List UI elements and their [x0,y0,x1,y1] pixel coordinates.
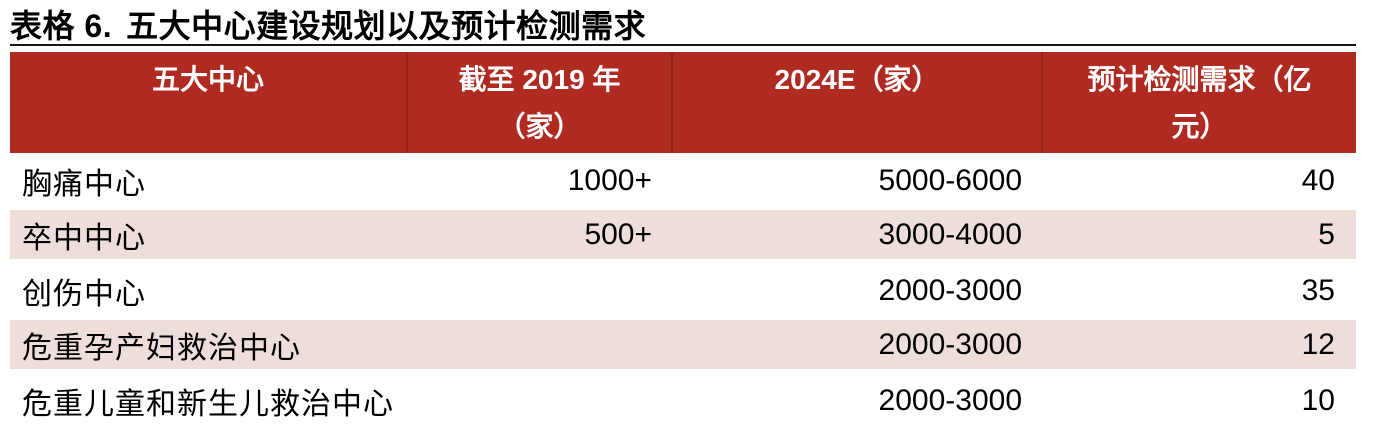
cell-count-2024e: 2000-3000 [878,383,1023,417]
cell-demand-billion: 40 [1301,163,1335,197]
header-cell-as-of-2019: 截至 2019 年 （家） [408,52,674,153]
table-row-critical-children-newborn-center: 危重儿童和新生儿救治中心 2000-3000 10 [10,373,1356,428]
header-cell-estimate-2024: 2024E（家） [673,52,1044,153]
cell-count-2019: 500+ [584,217,653,251]
header-line: 截至 2019 年 [458,64,621,95]
cell-center-name: 危重儿童和新生儿救治中心 [22,387,394,421]
cell-count-2024e: 3000-4000 [878,217,1023,251]
report-page: 表格 6. 五大中心建设规划以及预计检测需求 五大中心 截至 2019 年 （家）… [10,8,1356,421]
header-cell-center-name: 五大中心 [10,52,408,153]
table-row-trauma-center: 创伤中心 2000-3000 35 [10,263,1356,318]
five-centers-table: 五大中心 截至 2019 年 （家） 2024E（家） 预计检测需求（亿 元） … [10,52,1356,428]
cell-center-name: 危重孕产妇救治中心 [22,331,301,365]
header-line: （家） [497,111,582,142]
cell-center-name: 卒中中心 [22,221,146,255]
cell-demand-billion: 10 [1301,383,1335,417]
header-line: 2024E（家） [774,64,940,95]
table-title: 表格 6. 五大中心建设规划以及预计检测需求 [10,8,1356,44]
cell-count-2019: 1000+ [567,163,653,197]
cell-count-2024e: 5000-6000 [878,163,1023,197]
cell-demand-billion: 12 [1301,327,1335,361]
table-header-row: 五大中心 截至 2019 年 （家） 2024E（家） 预计检测需求（亿 元） [10,52,1356,153]
cell-demand-billion: 5 [1318,217,1335,251]
table-title-text: 五大中心建设规划以及预计检测需求 [126,8,647,44]
cell-center-name: 胸痛中心 [22,167,146,201]
header-line: 五大中心 [151,64,264,95]
header-line: 元） [1171,111,1228,142]
table-row-critical-maternal-center: 危重孕产妇救治中心 2000-3000 12 [10,318,1356,373]
table-number-label: 表格 6. [10,8,113,44]
table-row-chest-pain-center: 胸痛中心 1000+ 5000-6000 40 [10,153,1356,208]
cell-count-2024e: 2000-3000 [878,327,1023,361]
header-line: 预计检测需求（亿 [1087,64,1312,95]
cell-count-2024e: 2000-3000 [878,273,1023,307]
cell-demand-billion: 35 [1301,273,1335,307]
header-cell-expected-demand: 预计检测需求（亿 元） [1043,52,1356,153]
title-divider-rule [10,44,1356,46]
cell-center-name: 创伤中心 [22,277,146,311]
table-row-stroke-center: 卒中中心 500+ 3000-4000 5 [10,208,1356,263]
